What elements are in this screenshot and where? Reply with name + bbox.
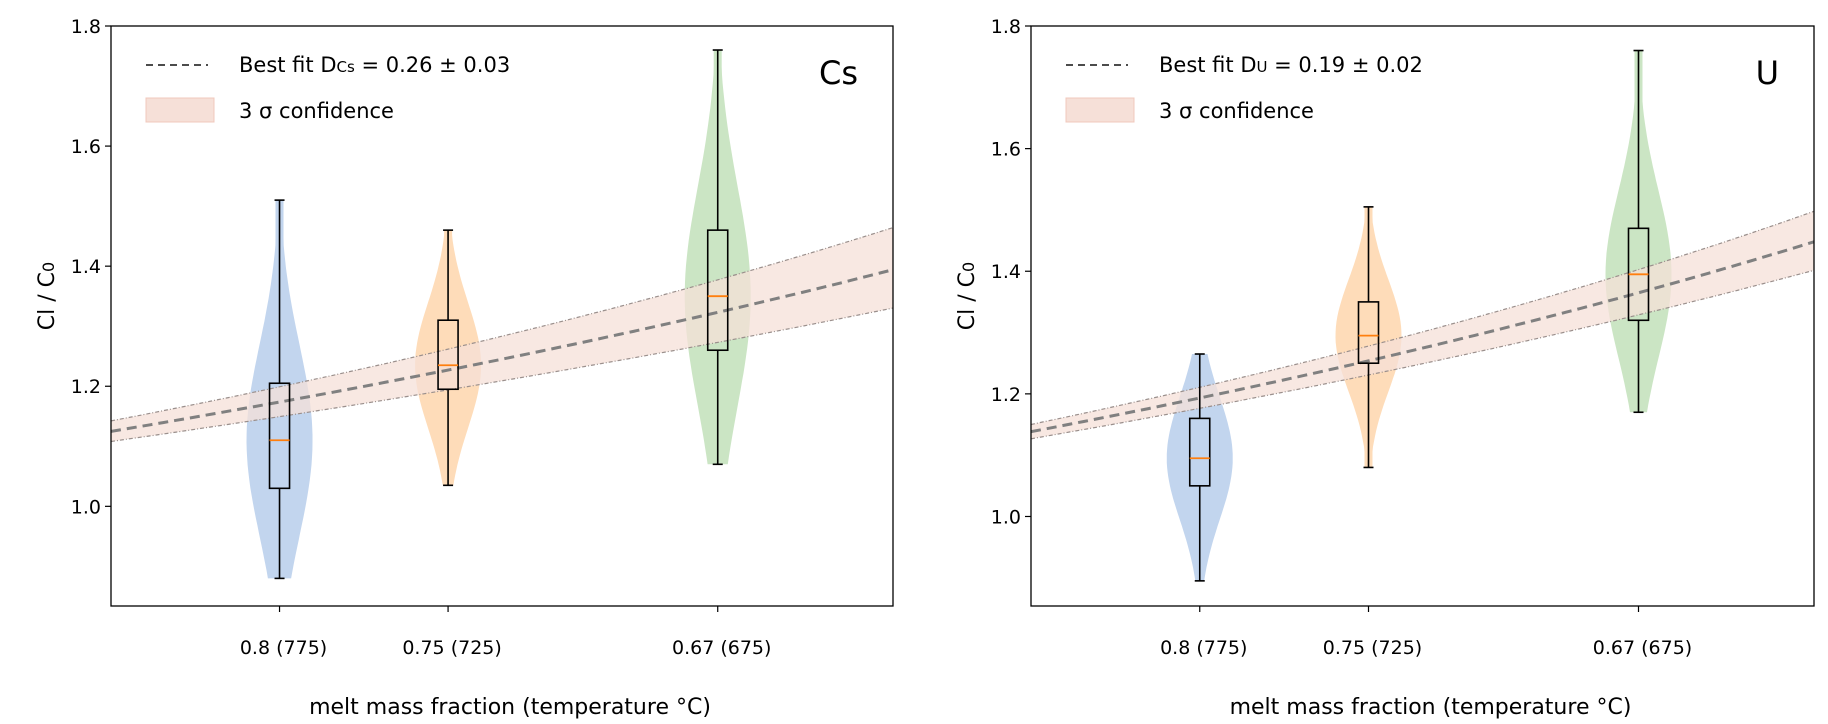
x-tick-label: 0.67 (675) — [672, 637, 771, 659]
band-upper-edge — [111, 227, 893, 422]
x-axis-label: melt mass fraction (temperature °C) — [309, 695, 711, 720]
confidence-band — [111, 227, 893, 442]
panel-label: Cs — [819, 54, 858, 92]
legend: Best fit DCs = 0.26 ± 0.03 3 σ confidence — [145, 53, 510, 123]
y-tick-label: 1.6 — [991, 139, 1021, 161]
violin-1 — [1335, 206, 1402, 468]
legend-fit-suffix: = 0.26 ± 0.03 — [355, 53, 510, 77]
plot-area — [1031, 49, 1814, 582]
legend-fit-prefix: Best fit D — [239, 53, 336, 77]
iqr-box — [268, 382, 291, 490]
axes-frame — [110, 25, 894, 607]
boxplot-1 — [1357, 206, 1380, 469]
chart-panel-U: 1.0 1.2 1.4 1.6 1.8 0.8 (775) 0.75 (725) 0.67 (… — [955, 16, 1815, 720]
y-axis-label-sub: 0 — [959, 262, 978, 272]
plot-area — [111, 49, 893, 580]
y-tick-label: 1.8 — [71, 16, 101, 38]
legend-band-label: 3 σ confidence — [239, 99, 394, 123]
legend-fit-sub: U — [1256, 58, 1267, 76]
x-tick-label: 0.75 (725) — [402, 637, 501, 659]
best-fit-line — [1031, 240, 1814, 434]
y-axis-label-main: Cl / C — [35, 272, 60, 330]
legend-band-label: 3 σ confidence — [1159, 99, 1314, 123]
y-tick-label: 1.4 — [991, 261, 1021, 283]
band-lower-edge — [1031, 269, 1814, 440]
iqr-box — [706, 229, 729, 352]
y-tick-label: 1.2 — [991, 384, 1021, 406]
chart-panel-Cs: 1.0 1.2 1.4 1.6 1.8 0.8 (775) 0.75 (725) 0.67 (… — [35, 16, 894, 720]
axes-frame — [1030, 25, 1815, 607]
x-tick-label: 0.8 (775) — [240, 637, 327, 659]
legend: Best fit DU = 0.19 ± 0.02 3 σ confidence — [1065, 53, 1423, 123]
boxplot-2 — [706, 49, 729, 466]
boxplot-2 — [1627, 49, 1650, 414]
y-axis-label-main: Cl / C — [955, 272, 980, 330]
legend-fit-prefix: Best fit D — [1159, 53, 1256, 77]
y-tick-label: 1.4 — [71, 256, 101, 278]
legend-fit-label: Best fit DU = 0.19 ± 0.02 — [1159, 53, 1423, 77]
boxplot-0 — [1188, 353, 1211, 582]
legend-fit-sub: Cs — [336, 58, 354, 76]
violin-2 — [684, 50, 751, 465]
y-axis-label: Cl / C0 — [955, 262, 980, 330]
legend-fit-suffix: = 0.19 ± 0.02 — [1267, 53, 1422, 77]
violin-2 — [1605, 50, 1672, 413]
legend-band-swatch — [1065, 97, 1135, 123]
panel-label: U — [1756, 54, 1779, 92]
y-tick-label: 1.8 — [991, 16, 1021, 38]
y-tick-label: 1.6 — [71, 136, 101, 158]
boxplot-1 — [437, 229, 459, 487]
y-tick-label: 1.2 — [71, 376, 101, 398]
iqr-box — [437, 319, 459, 391]
y-tick-label: 1.0 — [71, 496, 101, 518]
boxplot-0 — [268, 199, 291, 580]
x-tick-label: 0.8 (775) — [1160, 637, 1247, 659]
legend-fit-label: Best fit DCs = 0.26 ± 0.03 — [239, 53, 510, 77]
band-lower-edge — [111, 307, 893, 443]
confidence-band — [1031, 211, 1814, 439]
y-axis-label: Cl / C0 — [35, 262, 60, 330]
y-tick-label: 1.0 — [991, 506, 1021, 528]
best-fit-line — [111, 268, 893, 433]
y-axis-label-sub: 0 — [39, 262, 58, 272]
legend-band-swatch — [145, 97, 215, 123]
x-tick-label: 0.67 (675) — [1593, 637, 1692, 659]
band-upper-edge — [1031, 210, 1814, 426]
iqr-box — [1357, 301, 1380, 365]
iqr-box — [1188, 417, 1211, 487]
x-tick-label: 0.75 (725) — [1323, 637, 1422, 659]
x-axis-label: melt mass fraction (temperature °C) — [1230, 695, 1632, 720]
